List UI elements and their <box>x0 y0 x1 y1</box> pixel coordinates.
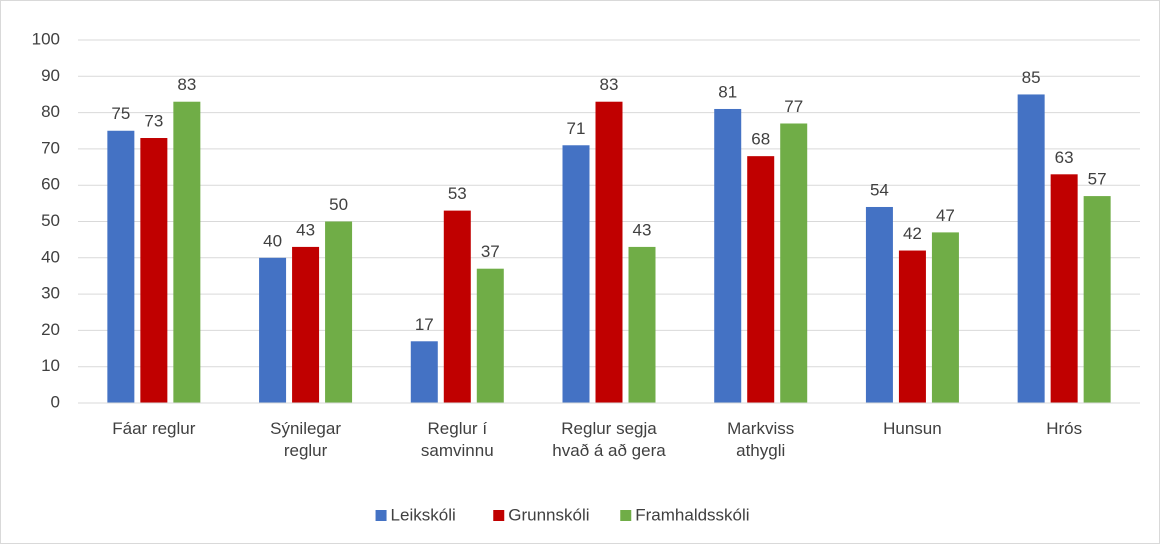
data-label: 83 <box>177 75 196 94</box>
bar <box>865 206 893 403</box>
legend-label: Leikskóli <box>391 505 456 524</box>
bar <box>410 341 438 403</box>
bar <box>780 123 808 404</box>
data-label: 63 <box>1055 148 1074 167</box>
bar <box>443 210 471 403</box>
bar <box>1017 94 1045 403</box>
y-tick-label: 60 <box>41 175 60 194</box>
y-tick-label: 80 <box>41 102 60 121</box>
bar <box>714 108 742 403</box>
data-label: 53 <box>448 184 467 203</box>
bar <box>107 130 135 403</box>
y-tick-label: 70 <box>41 138 60 157</box>
data-label: 47 <box>936 206 955 225</box>
bar <box>259 257 287 403</box>
y-tick-label: 90 <box>41 66 60 85</box>
data-label: 17 <box>415 315 434 334</box>
data-label: 68 <box>751 130 770 149</box>
bar <box>747 156 775 403</box>
x-tick-label: Reglur segja hvað á að gera <box>552 419 666 460</box>
data-label: 77 <box>784 97 803 116</box>
legend-swatch <box>375 510 387 521</box>
data-label: 50 <box>329 195 348 214</box>
y-tick-label: 100 <box>32 29 60 48</box>
bar <box>595 101 623 404</box>
x-tick-label: Markviss athygli <box>727 419 795 460</box>
data-label: 37 <box>481 242 500 261</box>
bar <box>931 232 959 403</box>
y-tick-label: 50 <box>41 211 60 230</box>
x-tick-label: Hunsun <box>883 419 942 438</box>
data-label: 42 <box>903 224 922 243</box>
y-tick-label: 30 <box>41 284 60 303</box>
bar <box>562 145 590 403</box>
data-label: 40 <box>263 231 282 250</box>
y-tick-label: 40 <box>41 247 60 266</box>
legend-swatch <box>620 510 632 521</box>
data-label: 75 <box>111 104 130 123</box>
bar <box>476 268 504 403</box>
x-tick-label: Reglur í samvinnu <box>420 419 494 460</box>
legend-swatch <box>493 510 505 521</box>
data-label: 83 <box>600 75 619 94</box>
x-tick-label: Hrós <box>1046 419 1083 438</box>
x-tick-label: Sýnilegar reglur <box>270 419 341 460</box>
data-label: 57 <box>1088 170 1107 189</box>
legend-label: Framhaldsskóli <box>635 505 749 524</box>
bar <box>292 246 320 403</box>
bar <box>628 246 656 403</box>
data-label: 43 <box>296 220 315 239</box>
data-label: 54 <box>870 180 889 199</box>
y-tick-label: 20 <box>41 320 60 339</box>
bar <box>173 101 201 404</box>
data-label: 43 <box>633 220 652 239</box>
bar <box>898 250 926 403</box>
data-label: 71 <box>567 119 586 138</box>
x-tick-label: Fáar reglur <box>112 419 196 438</box>
data-label: 85 <box>1022 68 1041 87</box>
bar <box>140 138 168 403</box>
data-label: 81 <box>718 82 737 101</box>
bar <box>1083 196 1111 403</box>
legend-label: Grunnskóli <box>508 505 589 524</box>
bar <box>325 221 353 403</box>
y-tick-label: 0 <box>51 392 60 411</box>
y-tick-label: 10 <box>41 356 60 375</box>
data-label: 73 <box>144 111 163 130</box>
bar <box>1050 174 1078 403</box>
